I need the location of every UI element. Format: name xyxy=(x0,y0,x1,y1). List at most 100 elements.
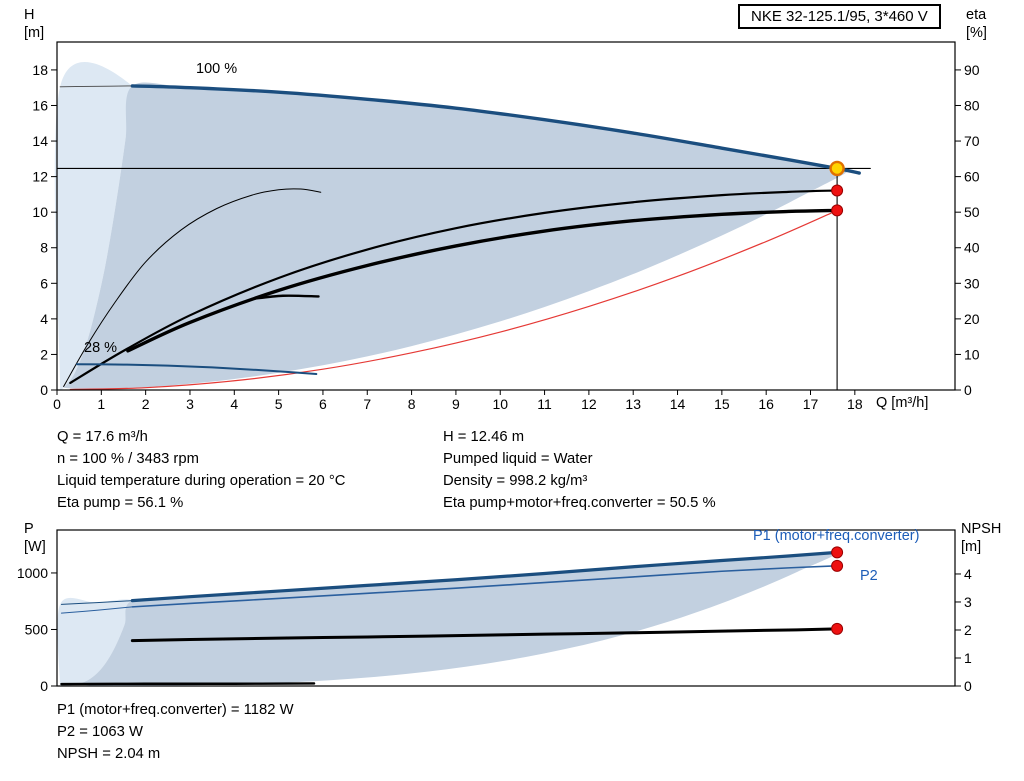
p1-result-text: P1 (motor+freq.converter) = 1182 W xyxy=(57,702,294,718)
y-right-tick-label: 1 xyxy=(964,650,972,666)
y-left-tick-label: 10 xyxy=(32,204,48,220)
y-right-tick-label: 80 xyxy=(964,97,980,113)
x-tick-label: 15 xyxy=(714,396,730,412)
eta-28-curve xyxy=(250,294,320,301)
duty-head-text: H = 12.46 m xyxy=(443,429,525,445)
y-left-tick-label: 6 xyxy=(40,275,48,291)
p1-curve-extension xyxy=(60,600,133,605)
y-right-tick-label: 0 xyxy=(964,678,972,694)
y-right-tick-label: 10 xyxy=(964,346,980,362)
power-npsh-chart-frame xyxy=(56,529,956,687)
x-tick-label: 10 xyxy=(492,396,508,412)
duty-speed-text: n = 100 % / 3483 rpm xyxy=(57,451,199,467)
speed-label-100: 100 % xyxy=(196,61,238,77)
y-left-tick-label: 0 xyxy=(40,678,48,694)
y-left-tick-label: 1000 xyxy=(17,565,48,581)
power-npsh-chart: 0 500 1000 0 1 2 3 4 xyxy=(0,518,1024,708)
control-curve-red xyxy=(69,209,838,391)
p2-point xyxy=(831,559,844,572)
eta-total-text: Eta pump+motor+freq.converter = 50.5 % xyxy=(443,495,716,511)
p1-curve xyxy=(130,550,839,603)
pump-curve-28 xyxy=(75,363,318,375)
x-tick-label: 4 xyxy=(230,396,238,412)
x-tick-label: 6 xyxy=(319,396,327,412)
eta-total-point xyxy=(831,204,844,217)
power-npsh-chart-svg: 0 500 1000 0 1 2 3 4 xyxy=(17,529,972,694)
x-tick-label: 14 xyxy=(670,396,686,412)
y-left-tick-label: 4 xyxy=(40,311,48,327)
npsh-axis-title: NPSH [m] xyxy=(961,521,1002,555)
y-left-tick-label: 14 xyxy=(32,133,48,149)
x-tick-label: 0 xyxy=(53,396,61,412)
min-flow-cap-line xyxy=(59,85,133,88)
hq-chart: 0 1 2 3 4 5 6 7 8 9 10 11 12 13 14 15 16 17 18 0 2 4 6 8 10 12 14 1… xyxy=(32,41,980,412)
p2-curve xyxy=(131,565,838,608)
hq-chart-frame xyxy=(56,41,956,391)
speed-label-28: 28 % xyxy=(84,340,118,356)
npsh-point xyxy=(831,622,844,635)
duty-point xyxy=(829,160,845,177)
x-tick-label: 8 xyxy=(408,396,416,412)
pump-curve-100 xyxy=(130,84,861,175)
p2-result-text: P2 = 1063 W xyxy=(57,724,143,740)
y-left-tick-label: 16 xyxy=(32,97,48,113)
x-tick-label: 3 xyxy=(186,396,194,412)
liquid-temperature-text: Liquid temperature during operation = 20… xyxy=(57,473,346,489)
y-right-tick-label: 3 xyxy=(964,594,972,610)
x-tick-label: 17 xyxy=(803,396,819,412)
eta-pump-reduced-curve xyxy=(63,188,322,387)
results-block: P1 (motor+freq.converter) = 1182 W P2 = … xyxy=(57,699,294,765)
y-left-tick-label: 2 xyxy=(40,346,48,362)
p2-curve-extension xyxy=(60,606,133,614)
x-tick-label: 16 xyxy=(758,396,774,412)
x-tick-label: 9 xyxy=(452,396,460,412)
y-left-tick-label: 500 xyxy=(25,621,49,637)
hq-chart-svg: 0 1 2 3 4 5 6 7 8 9 10 11 12 13 14 15 16 17 18024681012141… xyxy=(32,41,980,412)
y-right-tick-label: 2 xyxy=(964,622,972,638)
y-right-tick-label: 50 xyxy=(964,204,980,220)
p1-curve-label: P1 (motor+freq.converter) xyxy=(753,528,920,544)
x-tick-label: 12 xyxy=(581,396,597,412)
npsh-low-speed-curve xyxy=(60,682,316,686)
y-right-tick-label: 90 xyxy=(964,62,980,78)
y-right-tick-label: 20 xyxy=(964,311,980,327)
x-tick-label: 2 xyxy=(142,396,150,412)
eta-pump-point xyxy=(831,184,844,197)
operating-data-column-1: Q = 17.6 m³/h n = 100 % / 3483 rpm Liqui… xyxy=(57,426,345,514)
y-left-tick-label: 0 xyxy=(40,382,48,398)
x-tick-label: 13 xyxy=(625,396,641,412)
y-left-tick-label: 18 xyxy=(32,62,48,78)
p-axis-title: P [W] xyxy=(24,521,46,555)
npsh-curve xyxy=(130,627,839,643)
npsh-result-text: NPSH = 2.04 m xyxy=(57,746,161,762)
pumped-liquid-text: Pumped liquid = Water xyxy=(443,451,593,467)
q-axis-title: Q [m³/h] xyxy=(876,395,929,411)
eta-axis-title: eta [%] xyxy=(966,7,987,41)
pump-type-box: NKE 32-125.1/95, 3*460 V xyxy=(738,4,941,29)
x-tick-label: 11 xyxy=(537,396,552,412)
y-right-tick-label: 40 xyxy=(964,240,980,256)
density-text: Density = 998.2 kg/m³ xyxy=(443,473,588,489)
envelope-pale-left xyxy=(54,62,137,391)
y-right-tick-label: 0 xyxy=(964,382,972,398)
p1-point xyxy=(831,546,844,559)
x-tick-label: 18 xyxy=(847,396,863,412)
y-right-tick-label: 4 xyxy=(964,566,972,582)
y-left-tick-label: 12 xyxy=(32,169,48,185)
y-left-tick-label: 8 xyxy=(40,240,48,256)
eta-pump-curve xyxy=(69,189,839,384)
x-tick-label: 1 xyxy=(97,396,105,412)
x-tick-label: 7 xyxy=(363,396,371,412)
h-axis-title: H [m] xyxy=(24,7,45,41)
eta-total-curve xyxy=(126,208,839,353)
operating-data-column-2: H = 12.46 m Pumped liquid = Water Densit… xyxy=(443,426,716,514)
duty-flow-text: Q = 17.6 m³/h xyxy=(57,429,148,445)
x-tick-label: 5 xyxy=(275,396,283,412)
operating-envelope xyxy=(63,82,850,390)
power-envelope-pale-left xyxy=(57,597,134,686)
y-right-tick-label: 60 xyxy=(964,169,980,185)
power-envelope xyxy=(78,551,838,686)
y-right-tick-label: 70 xyxy=(964,133,980,149)
eta-pump-text: Eta pump = 56.1 % xyxy=(57,495,184,511)
